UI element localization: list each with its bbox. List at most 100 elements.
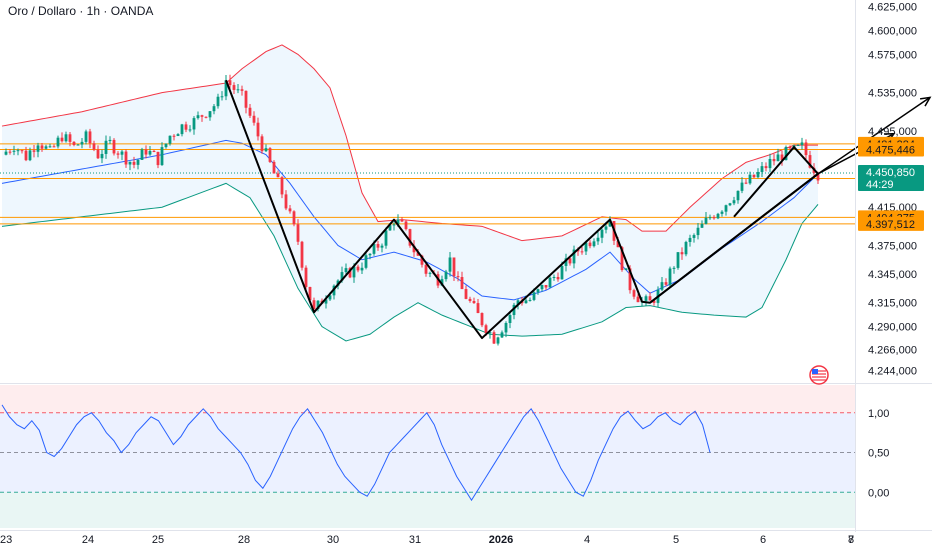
- candle-body: [240, 89, 244, 91]
- candle-body: [96, 149, 100, 159]
- candle-body: [428, 272, 432, 274]
- candle-body: [480, 313, 484, 326]
- candle-body: [540, 284, 544, 290]
- drawn-pattern-line[interactable]: [733, 146, 819, 218]
- candle-body: [124, 151, 128, 165]
- candle-body: [272, 161, 276, 174]
- candle-body: [396, 219, 400, 225]
- candle-body: [108, 139, 112, 141]
- candle-body: [340, 272, 344, 281]
- current-price-countdown: 44:29: [866, 179, 894, 191]
- oscillator-upper-zone: [0, 385, 855, 413]
- candle-body: [304, 267, 308, 287]
- candle-body: [356, 266, 360, 271]
- candle-body: [256, 122, 260, 137]
- candle-body: [668, 268, 672, 285]
- candle-body: [788, 146, 792, 149]
- candle-body: [524, 300, 528, 304]
- candle-body: [560, 265, 564, 280]
- oscillator-axis-label: 1,00: [868, 408, 889, 420]
- candle-body: [152, 150, 156, 152]
- time-axis-label: 23: [0, 534, 12, 546]
- candle-body: [508, 315, 512, 324]
- level-tag-value: 4.397,512: [866, 219, 915, 231]
- candle-body: [44, 146, 48, 149]
- oscillator-line: [1, 404, 711, 502]
- candle-body: [620, 247, 624, 271]
- candle-body: [420, 255, 424, 265]
- candle-body: [204, 116, 208, 118]
- candle-body: [112, 139, 116, 154]
- time-axis-label: 5: [673, 534, 679, 546]
- candle-body: [400, 219, 404, 222]
- oscillator-axis-label: 0,00: [868, 487, 889, 499]
- drawn-arrow-line[interactable]: [817, 96, 931, 175]
- candle-body: [360, 267, 364, 271]
- candle-body: [644, 296, 648, 301]
- time-axis: 23 24 25 28 30 31 2026 4 5 6 78: [0, 534, 854, 546]
- level-tag-background: [858, 216, 924, 231]
- candle-body: [404, 221, 408, 230]
- candle-body: [268, 148, 272, 162]
- level-tag-background: [858, 142, 924, 157]
- candle-body: [244, 90, 248, 108]
- candle-body: [20, 150, 24, 152]
- candle-body: [276, 173, 280, 178]
- oscillator-axis-label: 0,50: [868, 448, 889, 460]
- candle-body: [636, 296, 640, 303]
- candle-body: [376, 244, 380, 248]
- drawn-pattern-line[interactable]: [225, 79, 819, 340]
- candle-body: [548, 277, 552, 288]
- current-price-background: [858, 164, 924, 191]
- candle-body: [424, 264, 428, 274]
- candle-body: [388, 225, 392, 231]
- candle-body: [512, 304, 516, 316]
- current-price-value: 4.450,850: [866, 167, 915, 179]
- candle-body: [748, 174, 752, 184]
- candle-body: [756, 171, 760, 178]
- candle-body: [800, 142, 804, 145]
- us-flag-icon[interactable]: [809, 365, 829, 385]
- bollinger-lower-band: [1, 182, 819, 342]
- candle-body: [140, 149, 144, 160]
- candle-body: [556, 276, 560, 280]
- time-axis-label: 24: [82, 534, 94, 546]
- candle-body: [80, 141, 84, 145]
- candle-body: [24, 150, 28, 161]
- candle-body: [308, 286, 312, 301]
- candle-body: [168, 135, 172, 144]
- arrow-head-icon: [919, 96, 932, 107]
- candle-body: [472, 300, 476, 304]
- drawn-pattern-line[interactable]: [649, 173, 819, 304]
- candle-body: [248, 107, 252, 116]
- candle-body: [220, 96, 224, 98]
- candle-body: [188, 129, 192, 131]
- price-axis-label: 4.345,000: [868, 269, 917, 281]
- candle-body: [264, 148, 268, 152]
- candle-body: [476, 303, 480, 314]
- candle-body: [504, 323, 508, 333]
- candle-body: [444, 271, 448, 280]
- candle-body: [592, 241, 596, 247]
- candle-body: [148, 150, 152, 155]
- candle-body: [496, 337, 500, 344]
- candle-body: [532, 292, 536, 300]
- candle-body: [296, 224, 300, 242]
- candle-body: [40, 145, 44, 149]
- candle-body: [212, 106, 216, 112]
- candle-body: [584, 242, 588, 252]
- candle-body: [280, 177, 284, 195]
- price-axis-label: 4.315,000: [868, 298, 917, 310]
- candle-body: [784, 146, 788, 161]
- time-axis-label: 7: [848, 534, 854, 546]
- candle-body: [88, 131, 92, 144]
- candle-body: [768, 158, 772, 169]
- candle-body: [440, 279, 444, 286]
- candle-body: [16, 150, 20, 152]
- candle-body: [172, 135, 176, 137]
- candle-body: [628, 268, 632, 291]
- candle-body: [12, 150, 16, 152]
- candle-body: [744, 182, 748, 184]
- candle-body: [136, 159, 140, 165]
